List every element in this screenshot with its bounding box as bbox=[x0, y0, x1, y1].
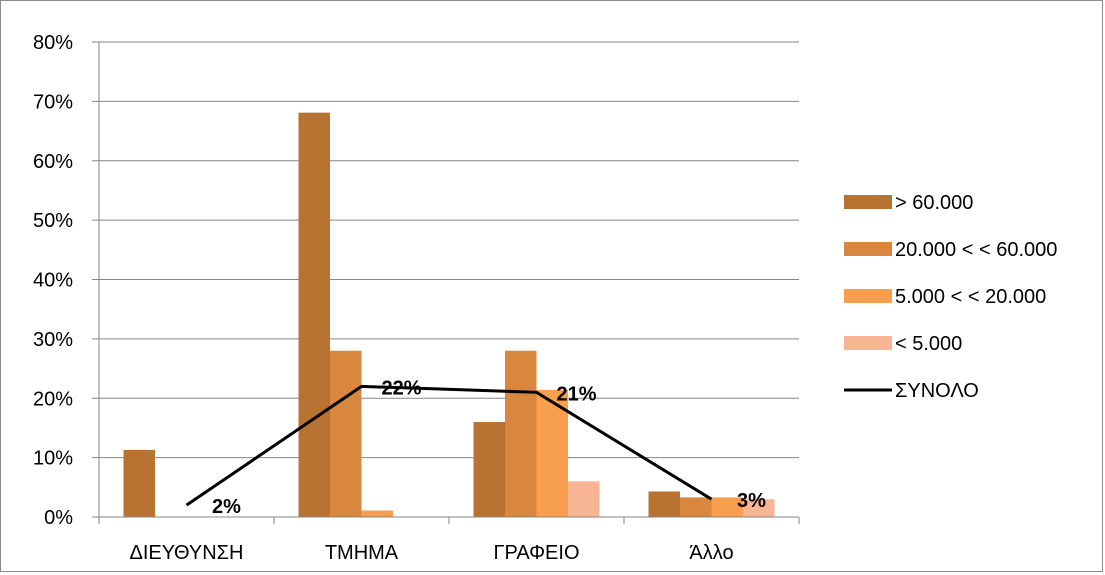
y-tick-label: 50% bbox=[33, 210, 73, 232]
legend: > 60.000 20.000 < < 60.000 5.000 < < 20.00… bbox=[844, 192, 1057, 402]
data-label: 22% bbox=[381, 377, 421, 399]
series-line bbox=[185, 384, 713, 507]
x-tick-label: ΓΡΑΦΕΙΟ bbox=[493, 542, 579, 564]
bar bbox=[361, 510, 393, 517]
legend-swatch bbox=[844, 242, 892, 256]
legend-swatch bbox=[844, 195, 892, 209]
legend-swatch bbox=[844, 289, 892, 303]
y-tick-label: 20% bbox=[33, 388, 73, 410]
x-tick-label: Άλλο bbox=[689, 542, 733, 564]
legend-label: 20.000 < < 60.000 bbox=[895, 239, 1057, 261]
bars bbox=[123, 112, 775, 517]
legend-label: < 5.000 bbox=[895, 333, 962, 355]
bar bbox=[743, 499, 775, 517]
data-label: 3% bbox=[737, 490, 766, 512]
bar bbox=[505, 350, 537, 517]
total-line bbox=[185, 384, 713, 507]
x-tick-label: ΤΜΗΜΑ bbox=[325, 542, 399, 564]
bar bbox=[536, 389, 568, 517]
bar bbox=[330, 350, 362, 517]
y-tick-label: 30% bbox=[33, 329, 73, 351]
x-tick-label: ΔΙΕΥΘΥΝΣΗ bbox=[130, 542, 244, 564]
bar bbox=[123, 449, 155, 517]
bar bbox=[298, 112, 330, 517]
legend-label: > 60.000 bbox=[895, 192, 973, 214]
bar bbox=[568, 481, 600, 517]
legend-swatch bbox=[844, 336, 892, 350]
gridlines bbox=[99, 41, 799, 459]
bar bbox=[680, 497, 712, 517]
legend-label: 5.000 < < 20.000 bbox=[895, 286, 1046, 308]
legend-label: ΣΥΝΟΛΟ bbox=[895, 380, 979, 402]
bar bbox=[648, 491, 680, 517]
bar bbox=[473, 422, 505, 517]
y-tick-label: 0% bbox=[44, 507, 73, 529]
bar bbox=[711, 497, 743, 517]
data-label: 2% bbox=[212, 496, 241, 518]
axes: 0% 10% 20% 30% 40% 50% 60% 70% 80% ΔΙΕΥΘΥΝΣΗ ΤΜΗΜΑ… bbox=[33, 32, 800, 564]
data-labels: 2% 22% 21% 3% bbox=[212, 377, 766, 518]
y-tick-label: 80% bbox=[33, 32, 73, 54]
y-tick-label: 40% bbox=[33, 270, 73, 292]
data-label: 21% bbox=[556, 383, 596, 405]
y-tick-label: 60% bbox=[33, 151, 73, 173]
y-tick-label: 70% bbox=[33, 91, 73, 113]
y-tick-label: 10% bbox=[33, 448, 73, 470]
